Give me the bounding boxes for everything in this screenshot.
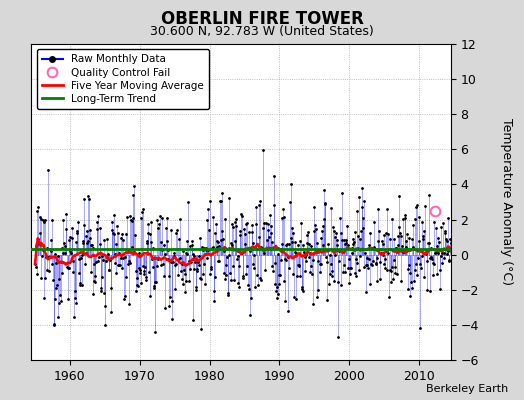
Text: 30.600 N, 92.783 W (United States): 30.600 N, 92.783 W (United States) <box>150 25 374 38</box>
Legend: Raw Monthly Data, Quality Control Fail, Five Year Moving Average, Long-Term Tren: Raw Monthly Data, Quality Control Fail, … <box>37 49 209 109</box>
Text: OBERLIN FIRE TOWER: OBERLIN FIRE TOWER <box>160 10 364 28</box>
Text: Berkeley Earth: Berkeley Earth <box>426 384 508 394</box>
Y-axis label: Temperature Anomaly (°C): Temperature Anomaly (°C) <box>499 118 512 286</box>
